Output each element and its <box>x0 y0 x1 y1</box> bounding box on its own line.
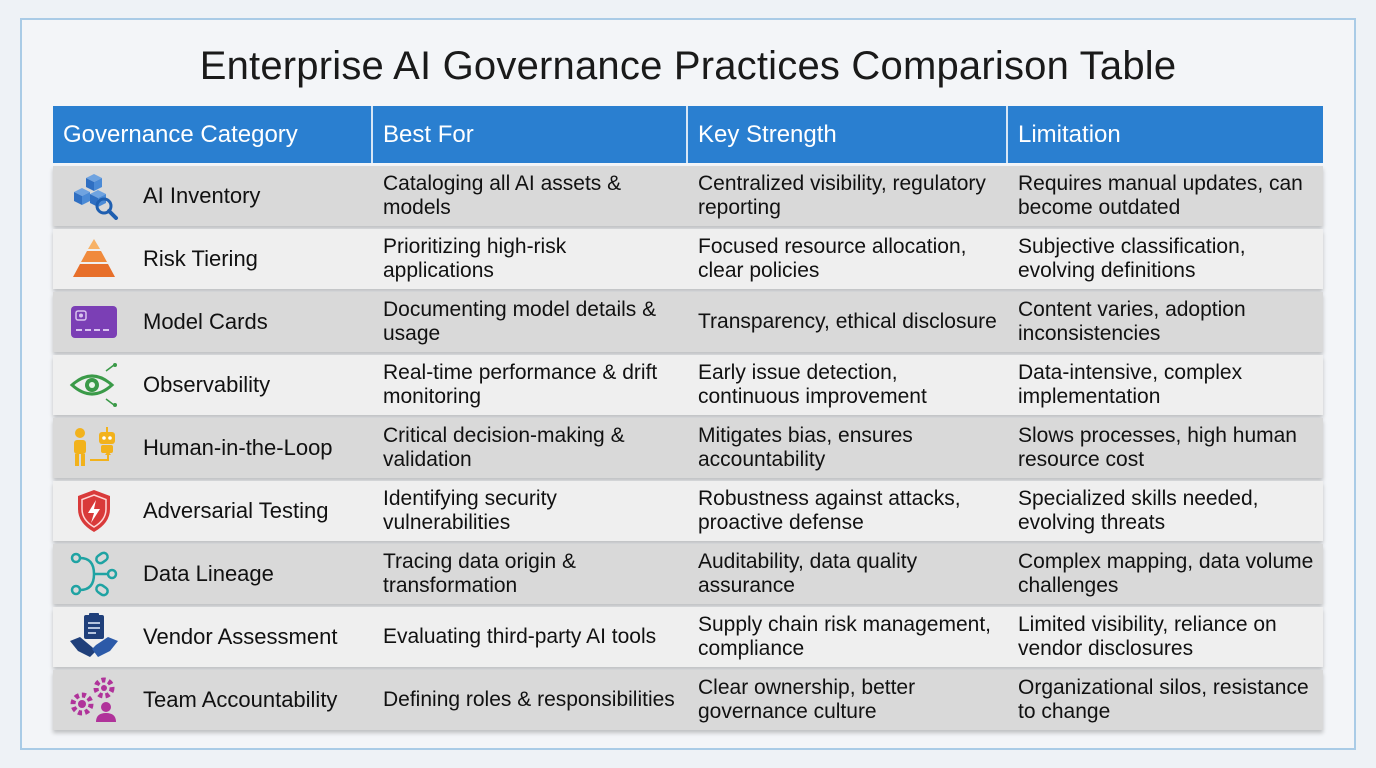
model-card-icon <box>65 297 123 347</box>
limitation-cell: Requires manual updates, can become outd… <box>1018 172 1303 219</box>
category-label: AI Inventory <box>143 183 261 208</box>
table-row: AI Inventory Cataloging all AI assets & … <box>53 166 1323 226</box>
best-for-cell: Prioritizing high-risk applications <box>383 235 567 282</box>
category-label: Observability <box>143 372 271 397</box>
page-title: Enterprise AI Governance Practices Compa… <box>199 44 1177 88</box>
limitation-cell: Limited visibility, reliance on vendor d… <box>1018 613 1277 660</box>
best-for-cell: Defining roles & responsibilities <box>383 688 675 711</box>
limitation-cell: Data-intensive, complex implementation <box>1018 361 1243 408</box>
header-limitation: Limitation <box>1018 120 1121 148</box>
category-cell: Team Accountability <box>53 670 373 730</box>
strength-cell: Supply chain risk management, compliance <box>698 613 991 660</box>
category-cell: Adversarial Testing <box>53 481 373 541</box>
strength-cell: Early issue detection, continuous improv… <box>698 361 927 408</box>
limitation-cell: Slows processes, high human resource cos… <box>1018 424 1297 471</box>
table-row: Data Lineage Tracing data origin & trans… <box>53 544 1323 604</box>
data-lineage-icon <box>65 549 123 599</box>
limitation-cell: Complex mapping, data volume challenges <box>1018 550 1314 597</box>
best-for-cell: Evaluating third-party AI tools <box>383 625 657 648</box>
limitation-cell: Subjective classification, evolving defi… <box>1018 235 1246 282</box>
table-row: Vendor Assessment Evaluating third-party… <box>53 607 1323 667</box>
table-row: Team Accountability Defining roles & res… <box>53 670 1323 730</box>
category-label: Risk Tiering <box>143 246 258 271</box>
table-row: Human-in-the-Loop Critical decision-maki… <box>53 418 1323 478</box>
best-for-cell: Cataloging all AI assets & models <box>383 172 622 219</box>
eye-icon <box>65 360 123 410</box>
table-row: Risk Tiering Prioritizing high-risk appl… <box>53 229 1323 289</box>
limitation-cell: Specialized skills needed, evolving thre… <box>1018 487 1259 534</box>
header-key-strength: Key Strength <box>688 106 1008 163</box>
handshake-clipboard-icon <box>65 612 123 662</box>
best-for-cell: Identifying security vulnerabilities <box>383 487 557 534</box>
strength-cell: Focused resource allocation, clear polic… <box>698 235 967 282</box>
best-for-cell: Critical decision-making & validation <box>383 424 625 471</box>
limitation-cell: Organizational silos, resistance to chan… <box>1018 676 1309 723</box>
category-cell: Data Lineage <box>53 544 373 604</box>
gears-person-icon <box>65 675 123 725</box>
category-cell: Vendor Assessment <box>53 607 373 667</box>
ai-inventory-cubes-icon <box>65 171 123 221</box>
header-governance-category: Governance Category <box>53 106 373 163</box>
strength-cell: Centralized visibility, regulatory repor… <box>698 172 986 219</box>
category-label: Vendor Assessment <box>143 624 338 649</box>
table-row: Observability Real-time performance & dr… <box>53 355 1323 415</box>
category-cell: Risk Tiering <box>53 229 373 289</box>
comparison-table: Governance Category Best For Key Strengt… <box>53 106 1323 730</box>
category-label: Model Cards <box>143 309 268 334</box>
limitation-cell: Content varies, adoption inconsistencies <box>1018 298 1246 345</box>
category-cell: AI Inventory <box>53 166 373 226</box>
category-cell: Observability <box>53 355 373 415</box>
human-robot-icon <box>65 423 123 473</box>
category-cell: Human-in-the-Loop <box>53 418 373 478</box>
strength-cell: Mitigates bias, ensures accountability <box>698 424 913 471</box>
best-for-cell: Real-time performance & drift monitoring <box>383 361 658 408</box>
best-for-cell: Tracing data origin & transformation <box>383 550 576 597</box>
table-row: Adversarial Testing Identifying security… <box>53 481 1323 541</box>
table-header: Governance Category Best For Key Strengt… <box>53 106 1323 163</box>
category-label: Data Lineage <box>143 561 274 586</box>
best-for-cell: Documenting model details & usage <box>383 298 657 345</box>
shield-icon <box>65 486 123 536</box>
category-label: Human-in-the-Loop <box>143 435 333 460</box>
strength-cell: Auditability, data quality assurance <box>698 550 918 597</box>
strength-cell: Robustness against attacks, proactive de… <box>698 487 961 534</box>
category-cell: Model Cards <box>53 292 373 352</box>
strength-cell: Clear ownership, better governance cultu… <box>698 676 916 723</box>
strength-cell: Transparency, ethical disclosure <box>698 310 997 333</box>
header-best-for: Best For <box>373 106 688 163</box>
category-label: Adversarial Testing <box>143 498 329 523</box>
pyramid-icon <box>65 234 123 284</box>
category-label: Team Accountability <box>143 687 338 712</box>
table-row: Model Cards Documenting model details & … <box>53 292 1323 352</box>
